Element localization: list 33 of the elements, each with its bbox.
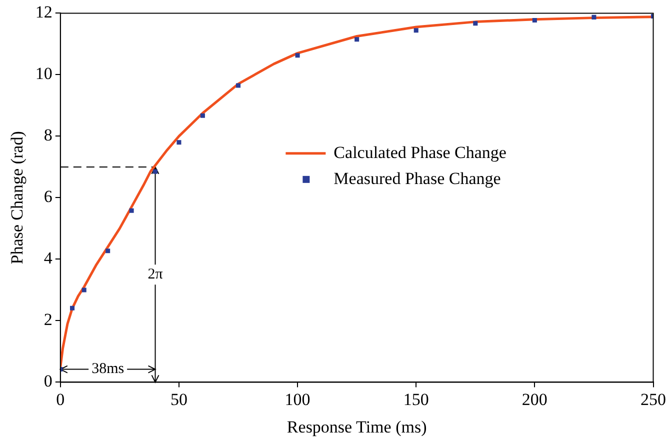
point: [532, 18, 537, 23]
y-tick-label: 0: [44, 372, 52, 391]
y-axis-title: Phase Change (rad): [8, 131, 27, 264]
point: [200, 113, 205, 118]
annotation: 38ms: [92, 361, 124, 378]
y-tick-label: 2: [44, 310, 52, 330]
point: [106, 248, 110, 254]
x-axis-title: Response Time (ms): [286, 417, 427, 436]
ref-line-label: 2π: [148, 266, 164, 283]
y-tick-label: 4: [44, 248, 53, 268]
point: [473, 21, 478, 26]
point: [236, 83, 241, 88]
y-tick-label: 10: [35, 64, 52, 84]
point: [592, 14, 596, 20]
y-tick-label: 6: [44, 187, 52, 206]
x-tick-label: 150: [403, 390, 429, 409]
legend-label: Calculated Phase Change: [334, 142, 506, 162]
point: [70, 306, 75, 310]
point: [82, 288, 86, 292]
x-tick-label: 0: [56, 390, 65, 409]
x-tick-label: 50: [170, 390, 188, 409]
legend-label: Measured Phase Change: [334, 168, 501, 188]
x-tick-label: 200: [522, 390, 548, 409]
x-tick-label: 250: [640, 390, 666, 409]
point: [176, 140, 182, 145]
y-tick-label: 12: [35, 2, 52, 22]
y-tick-label: 8: [44, 126, 52, 145]
point: [414, 28, 418, 33]
point: [295, 53, 300, 58]
point: [129, 208, 134, 213]
x-tick-label: 100: [284, 390, 310, 409]
point: [152, 169, 158, 174]
point: [354, 37, 360, 42]
